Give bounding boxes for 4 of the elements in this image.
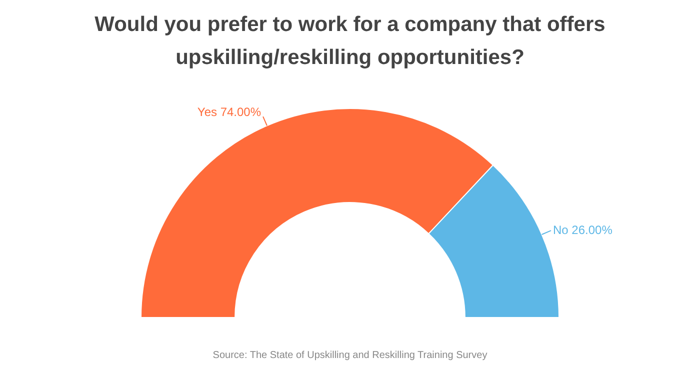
chart-title: Would you prefer to work for a company that offers upskilling/reskilling opportunities? bbox=[94, 12, 606, 71]
source-note: Source: The State of Upskilling and Reskilling Training Survey bbox=[212, 350, 488, 361]
slice-label: No 26.00% bbox=[552, 222, 613, 237]
slice-label: Yes 74.00% bbox=[197, 104, 262, 119]
